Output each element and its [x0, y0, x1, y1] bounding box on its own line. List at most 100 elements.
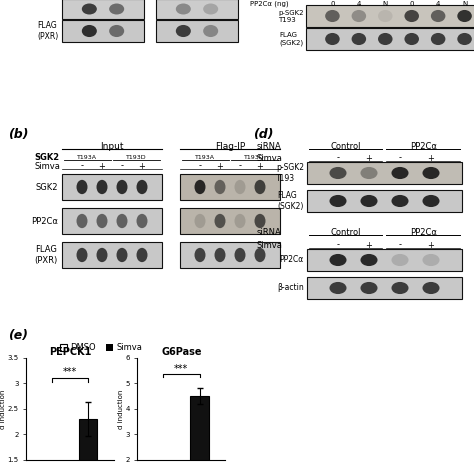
Text: +: + — [365, 154, 373, 163]
Ellipse shape — [392, 254, 409, 266]
Text: +: + — [365, 240, 373, 249]
Text: 4: 4 — [356, 1, 361, 7]
Text: -: - — [337, 240, 339, 249]
Text: Simva: Simva — [117, 343, 143, 352]
Ellipse shape — [109, 3, 124, 15]
Text: DMSO: DMSO — [70, 343, 96, 352]
Y-axis label: d induction: d induction — [118, 389, 124, 428]
Ellipse shape — [176, 3, 191, 15]
Text: FLAG
(PXR): FLAG (PXR) — [38, 21, 59, 41]
Text: PP2Cα: PP2Cα — [410, 228, 437, 237]
Bar — [62, 0, 144, 19]
Text: T193A: T193A — [195, 155, 215, 159]
Ellipse shape — [378, 33, 392, 45]
Ellipse shape — [255, 180, 265, 194]
Bar — [62, 20, 144, 42]
Ellipse shape — [82, 3, 97, 15]
Ellipse shape — [137, 214, 147, 228]
Ellipse shape — [329, 254, 346, 266]
Ellipse shape — [325, 10, 340, 22]
Text: Flag-IP: Flag-IP — [215, 142, 245, 151]
Ellipse shape — [235, 180, 246, 194]
Ellipse shape — [97, 214, 108, 228]
Ellipse shape — [352, 10, 366, 22]
Title: G6Pase: G6Pase — [161, 347, 201, 357]
Text: p-SGK2
T193: p-SGK2 T193 — [279, 9, 304, 22]
Ellipse shape — [117, 180, 128, 194]
Bar — [79, 419, 97, 474]
Ellipse shape — [329, 282, 346, 294]
Ellipse shape — [194, 180, 206, 194]
Ellipse shape — [422, 254, 439, 266]
Ellipse shape — [392, 195, 409, 207]
Text: Control: Control — [330, 142, 361, 151]
Ellipse shape — [457, 10, 472, 22]
Text: -: - — [399, 154, 401, 163]
Bar — [307, 249, 462, 271]
Ellipse shape — [97, 248, 108, 262]
Text: 0: 0 — [330, 1, 335, 7]
Ellipse shape — [360, 254, 377, 266]
Ellipse shape — [360, 282, 377, 294]
Text: PP2Cα: PP2Cα — [410, 142, 437, 151]
Text: FLAG
(SGK2): FLAG (SGK2) — [280, 32, 304, 46]
Title: PEPCK1: PEPCK1 — [49, 347, 91, 357]
Bar — [307, 190, 462, 212]
Text: (b): (b) — [8, 128, 28, 140]
Ellipse shape — [329, 195, 346, 207]
Ellipse shape — [404, 10, 419, 22]
Ellipse shape — [431, 10, 446, 22]
Text: N: N — [462, 1, 467, 7]
Ellipse shape — [378, 10, 392, 22]
Ellipse shape — [203, 25, 218, 37]
Bar — [106, 344, 113, 351]
Text: -: - — [337, 154, 339, 163]
Ellipse shape — [329, 167, 346, 179]
Text: 4: 4 — [436, 1, 440, 7]
Ellipse shape — [215, 214, 226, 228]
Ellipse shape — [109, 25, 124, 37]
Ellipse shape — [255, 214, 265, 228]
Text: (e): (e) — [8, 328, 28, 341]
Ellipse shape — [360, 195, 377, 207]
Bar — [60, 344, 67, 351]
Ellipse shape — [76, 248, 88, 262]
Bar — [180, 208, 280, 234]
Text: -: - — [199, 162, 201, 171]
Ellipse shape — [117, 214, 128, 228]
Text: T193A: T193A — [77, 155, 97, 159]
Ellipse shape — [392, 282, 409, 294]
Text: -: - — [399, 240, 401, 249]
Bar — [306, 28, 474, 50]
Text: +: + — [428, 154, 435, 163]
Ellipse shape — [422, 282, 439, 294]
Text: +: + — [428, 240, 435, 249]
Text: T193D: T193D — [244, 155, 264, 159]
Text: siRNA: siRNA — [257, 228, 282, 237]
Ellipse shape — [215, 248, 226, 262]
Text: +: + — [217, 162, 223, 171]
Ellipse shape — [457, 33, 472, 45]
Text: PP2Cα: PP2Cα — [280, 255, 304, 264]
Ellipse shape — [176, 25, 191, 37]
Text: Input: Input — [100, 142, 124, 151]
Y-axis label: d induction: d induction — [0, 389, 6, 428]
Ellipse shape — [431, 33, 446, 45]
Text: -: - — [81, 162, 83, 171]
Text: FLAG
(PXR): FLAG (PXR) — [35, 246, 58, 264]
Bar — [307, 162, 462, 184]
Ellipse shape — [325, 33, 340, 45]
Bar — [307, 277, 462, 299]
Bar — [306, 5, 474, 27]
Text: ***: *** — [174, 364, 189, 374]
Text: +: + — [256, 162, 264, 171]
Ellipse shape — [117, 248, 128, 262]
Text: -: - — [238, 162, 241, 171]
Ellipse shape — [203, 3, 218, 15]
Text: PP2Cα (ng): PP2Cα (ng) — [250, 1, 289, 7]
Ellipse shape — [392, 167, 409, 179]
Ellipse shape — [82, 25, 97, 37]
Text: p-SGK2
T193: p-SGK2 T193 — [276, 164, 304, 182]
Ellipse shape — [235, 248, 246, 262]
Bar — [191, 396, 209, 474]
